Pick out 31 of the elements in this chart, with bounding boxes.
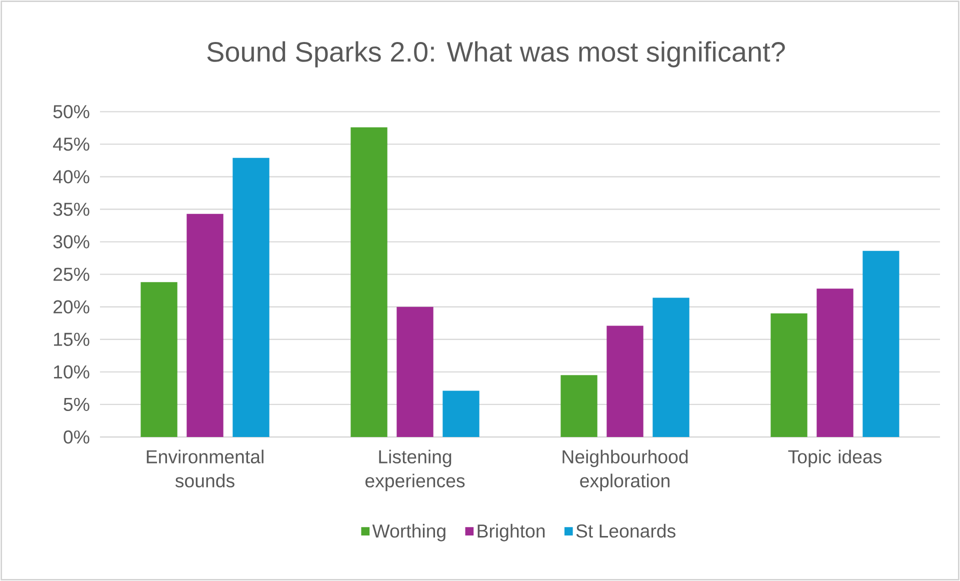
y-tick-label: 15% [54,332,90,346]
bar [816,288,854,437]
x-tick-label: Listening experiences [365,450,465,492]
y-tick-label: 40% [53,170,90,184]
bar [862,250,900,437]
y-tick-label: 10% [54,365,90,379]
bar [560,375,598,437]
y-tick-label: 45% [53,138,90,151]
y-tick-label: 5% [64,398,90,412]
y-tick-label: 30% [53,235,90,248]
bar [652,298,690,437]
x-tick-label: Environmental sounds [146,450,264,488]
bar [442,390,480,437]
y-tick-label: 50% [53,105,90,118]
bar [396,306,434,437]
bar [140,282,178,437]
bar [606,326,644,437]
bar [232,158,270,437]
y-tick-label: 0% [64,430,90,444]
y-tick-label: 20% [54,300,90,314]
legend-label: St Leonards [576,524,676,538]
legend-label: Brighton [478,524,545,542]
bar [186,214,224,437]
bar [770,313,808,437]
x-tick-label: Topic ideas [788,450,882,468]
x-tick-label: Neighbourhood exploration [562,450,688,492]
y-tick-label: 25% [54,268,90,281]
chart-title: Sound Sparks 2.0: What was most significant? [207,41,785,68]
legend-label: Worthing [372,524,446,542]
bar [350,127,388,437]
y-tick-label: 35% [53,202,90,216]
